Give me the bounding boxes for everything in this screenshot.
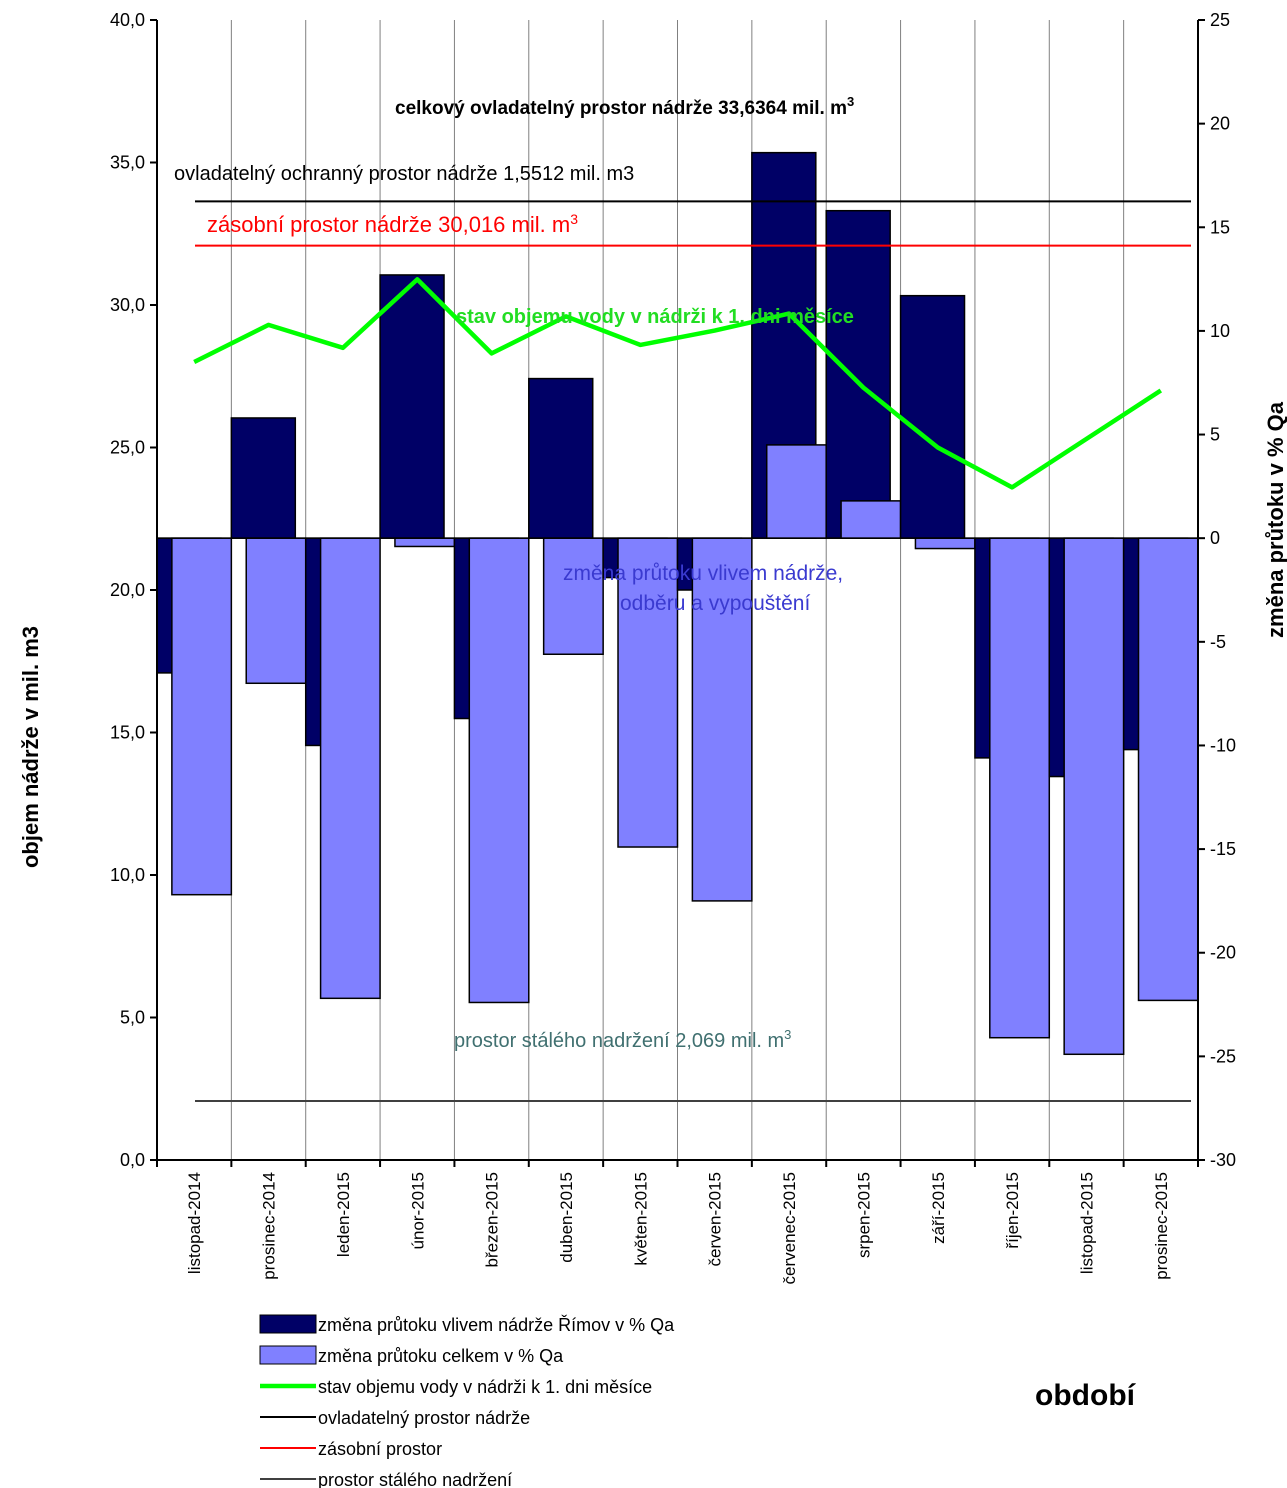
right-tick-label: -25 [1210,1046,1236,1066]
left-tick-label: 10,0 [110,865,145,885]
bar-reservoir-impact [825,209,891,539]
x-tick-label: říjen-2015 [1003,1172,1022,1249]
annotation-volume: stav objemu vody v nádrži k 1. dni měsíc… [456,306,854,328]
bar-reservoir-impact [899,294,966,539]
bar-total-change [989,537,1051,1039]
legend-swatch [259,1345,317,1365]
annotation-change-1: změna průtoku vlivem nádrže, [563,562,843,585]
legend-label: stav objemu vody v nádrži k 1. dni měsíc… [318,1377,652,1397]
bar-total-change [765,444,827,539]
bar-total-change [394,537,456,548]
left-tick-label: 30,0 [110,295,145,315]
right-tick-label: 5 [1210,425,1220,445]
legend-swatch [259,1314,317,1334]
x-tick-label: květen-2015 [631,1172,650,1266]
right-tick-label: -30 [1210,1150,1236,1170]
annotation-total-space: celkový ovladatelný prostor nádrže 33,63… [395,94,854,119]
right-tick-label: 15 [1210,217,1230,237]
x-tick-label: listopad-2014 [185,1172,204,1274]
bar-total-change [617,537,679,848]
volume-line [193,277,1163,490]
left-tick-label: 15,0 [110,723,145,743]
left-tick-label: 40,0 [110,10,145,30]
bar-total-change [691,537,753,902]
right-tick-label: -10 [1210,735,1236,755]
annotation-flood-space: ovladatelný ochranný prostor nádrže 1,55… [174,163,634,185]
bar-total-change [542,537,604,656]
x-tick-label: červen-2015 [706,1172,725,1267]
bar-total-change [468,537,530,1004]
bar-total-change [171,537,233,896]
x-tick-label: listopad-2015 [1077,1172,1096,1274]
bar-reservoir-impact [528,377,594,539]
x-tick-label: červenec-2015 [780,1172,799,1284]
x-tick-label: srpen-2015 [854,1172,873,1258]
reference-lines [195,200,1191,1103]
x-tick-label: duben-2015 [557,1172,576,1263]
right-tick-label: 0 [1210,528,1220,548]
legend-label: prostor stálého nadržení [318,1470,512,1488]
left-tick-label: 0,0 [120,1150,145,1170]
right-tick-label: -15 [1210,839,1236,859]
right-axis-label: změna průtoku v % Qa [1263,401,1287,638]
legend: změna průtoku vlivem nádrže Římov v % Qa… [259,1314,675,1488]
right-tick-label: 10 [1210,321,1230,341]
bar-reservoir-impact [230,417,297,539]
x-tick-label: prosinec-2015 [1152,1172,1171,1280]
annotation-dead-storage: prostor stálého nadržení 2,069 mil. m3 [454,1027,791,1052]
legend-label: změna průtoku vlivem nádrže Římov v % Qa [318,1315,675,1335]
bar-total-change [245,537,307,685]
legend-label: změna průtoku celkem v % Qa [318,1346,564,1366]
x-tick-label: březen-2015 [483,1172,502,1267]
x-tick-label: leden-2015 [334,1172,353,1257]
x-axis-label: období [1035,1379,1137,1412]
left-tick-label: 20,0 [110,580,145,600]
x-tick-label: září-2015 [929,1172,948,1244]
x-tick-label: únor-2015 [408,1172,427,1250]
right-tick-label: -20 [1210,943,1236,963]
annotations: celkový ovladatelný prostor nádrže 33,63… [174,94,854,1052]
left-tick-label: 5,0 [120,1008,145,1028]
right-tick-label: 20 [1210,114,1230,134]
left-axis-label: objem nádrže v mil. m3 [18,626,43,868]
bar-reservoir-impact [379,274,445,539]
legend-label: zásobní prostor [318,1439,442,1459]
legend-label: ovladatelný prostor nádrže [318,1408,530,1428]
left-tick-label: 25,0 [110,438,145,458]
right-tick-label: 25 [1210,10,1230,30]
x-tick-label: prosinec-2014 [260,1172,279,1280]
bar-total-change [840,500,902,539]
annotation-change-2: odběru a vypouštění [620,592,810,615]
annotation-storage-space: zásobní prostor nádrže 30,016 mil. m3 [207,211,578,237]
bar-total-change [1137,537,1199,1002]
bar-total-change [1063,537,1125,1056]
bar-total-change [319,537,381,1000]
bars [156,151,1199,1056]
axes: 0,0 5,0 10,0 15,0 20,0 25,0 30,0 35,0 40,0 -30 -25… [110,10,1236,1284]
left-tick-label: 35,0 [110,153,145,173]
volume-line-group [193,277,1163,490]
right-tick-label: -5 [1210,632,1226,652]
bar-total-change [914,537,976,550]
